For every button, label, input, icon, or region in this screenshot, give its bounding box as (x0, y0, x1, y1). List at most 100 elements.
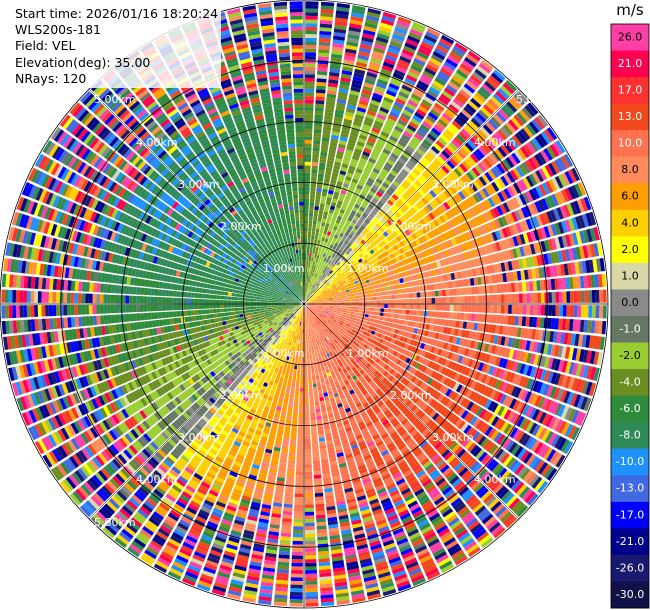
velocity-gate (304, 522, 315, 527)
velocity-gate (318, 279, 322, 284)
velocity-gate (311, 264, 315, 269)
velocity-gate (326, 250, 331, 256)
velocity-gate (326, 242, 331, 248)
velocity-gate (310, 180, 317, 185)
velocity-gate (397, 289, 402, 294)
velocity-gate (355, 110, 366, 117)
velocity-gate (422, 139, 432, 148)
velocity-gate (304, 252, 307, 257)
velocity-gate (305, 19, 318, 24)
velocity-gate (374, 120, 384, 128)
velocity-gate (344, 245, 350, 250)
velocity-gate (313, 467, 321, 472)
velocity-gate (324, 111, 334, 117)
velocity-gate (305, 41, 317, 46)
velocity-gate (313, 364, 318, 369)
velocity-gate (427, 89, 439, 99)
velocity-gate (338, 224, 344, 230)
velocity-gate (386, 159, 395, 166)
velocity-gate (337, 215, 343, 221)
velocity-gate (304, 158, 312, 162)
velocity-gate (358, 307, 363, 310)
velocity-gate (304, 475, 313, 480)
velocity-gate (334, 259, 339, 265)
velocity-gate (396, 62, 409, 71)
velocity-gate (383, 291, 388, 296)
velocity-gate (522, 304, 527, 315)
velocity-gate (304, 369, 308, 374)
velocity-gate (474, 286, 479, 295)
velocity-gate (322, 133, 331, 139)
velocity-gate (311, 227, 316, 232)
velocity-gate (309, 339, 313, 344)
velocity-gate (344, 231, 350, 237)
velocity-gate (336, 298, 341, 301)
velocity-gate (348, 165, 356, 171)
velocity-gate (305, 63, 316, 68)
velocity-gate (365, 164, 373, 171)
velocity-gate (385, 189, 394, 196)
velocity-gate (381, 64, 394, 73)
velocity-gate (326, 93, 337, 99)
velocity-gate (319, 396, 325, 402)
velocity-gate (315, 92, 326, 98)
velocity-gate (304, 355, 307, 359)
velocity-gate (305, 297, 307, 301)
velocity-gate (447, 55, 460, 65)
velocity-gate (309, 291, 312, 295)
velocity-gate (445, 58, 458, 68)
velocity-gate (309, 283, 312, 287)
velocity-gate (379, 22, 393, 30)
velocity-gate (356, 141, 365, 148)
velocity-gate (307, 372, 312, 377)
velocity-gate (322, 269, 326, 274)
velocity-gate (292, 548, 303, 553)
velocity-gate (402, 293, 406, 299)
velocity-gate (333, 116, 343, 122)
velocity-gate (562, 291, 567, 303)
velocity-gate (368, 203, 375, 210)
velocity-gate (305, 544, 316, 549)
velocity-gate (310, 283, 313, 288)
velocity-gate (427, 311, 432, 317)
velocity-gate (318, 255, 323, 260)
velocity-gate (342, 234, 348, 240)
velocity-gate (325, 108, 334, 113)
velocity-gate (460, 62, 473, 74)
velocity-gate (508, 294, 512, 304)
velocity-gate (305, 37, 317, 42)
velocity-gate (292, 529, 304, 534)
velocity-gate (392, 128, 402, 137)
velocity-gate (367, 286, 372, 291)
velocity-gate (304, 107, 314, 111)
velocity-gate (351, 128, 360, 134)
velocity-gate (314, 397, 319, 402)
velocity-gate (309, 264, 313, 269)
velocity-gate (402, 309, 406, 315)
velocity-gate (298, 409, 304, 414)
velocity-gate (337, 244, 342, 249)
velocity-gate (316, 254, 320, 259)
velocity-gate (344, 51, 357, 58)
velocity-gate (365, 75, 377, 82)
velocity-gate (304, 500, 314, 505)
velocity-gate (373, 181, 381, 188)
velocity-gate (420, 124, 430, 133)
velocity-gate (342, 214, 349, 220)
velocity-gate (339, 220, 346, 226)
velocity-gate (311, 368, 315, 373)
velocity-gate (314, 206, 319, 211)
velocity-gate (356, 318, 361, 322)
velocity-gate (362, 221, 368, 228)
velocity-gate (429, 57, 442, 67)
velocity-gate (321, 248, 325, 253)
velocity-gate (383, 165, 391, 173)
velocity-gate (290, 584, 303, 589)
velocity-gate (379, 154, 388, 162)
velocity-gate (316, 184, 323, 189)
velocity-gate (342, 226, 348, 232)
velocity-gate (478, 304, 483, 313)
velocity-gate (355, 144, 364, 151)
velocity-gate (314, 118, 323, 123)
velocity-gate (308, 347, 312, 352)
